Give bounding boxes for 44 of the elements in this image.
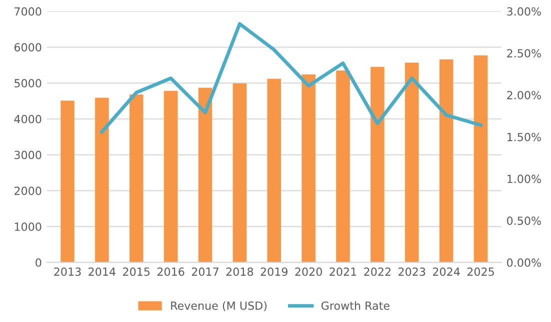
y2-tick-label: 2.50% (507, 49, 541, 58)
y2-tick-label: 3.00% (507, 7, 541, 16)
x-tick-label: 2018 (226, 267, 254, 276)
y-tick-label: 4000 (14, 114, 42, 124)
x-tick-label: 2016 (157, 267, 184, 276)
y2-tick-label: 0.50% (507, 216, 541, 225)
x-tick-label: 2022 (364, 267, 390, 276)
x-tick-label: 2025 (467, 267, 494, 276)
legend-label: Growth Rate (321, 301, 390, 310)
y-tick-label: 7000 (14, 7, 42, 16)
bar (129, 94, 144, 262)
y-tick-label: 2000 (14, 186, 42, 196)
bar (302, 74, 316, 262)
y2-tick-label: 1.00% (507, 174, 541, 184)
bar (404, 62, 419, 262)
y-tick-label: 3000 (14, 150, 42, 160)
x-tick-label: 2014 (88, 267, 116, 276)
bar (60, 100, 74, 262)
bar (164, 90, 178, 262)
y2-tick-label: 1.50% (507, 132, 541, 142)
x-tick-label: 2020 (295, 267, 322, 276)
x-tick-label: 2023 (398, 267, 426, 276)
x-tick-label: 2019 (260, 267, 288, 276)
bar (474, 55, 488, 262)
bar (370, 66, 384, 262)
legend-label: Revenue (M USD) (171, 301, 267, 312)
bar (232, 83, 247, 262)
y2-tick-label: 2.00% (507, 90, 541, 100)
x-tick-label: 2015 (123, 267, 150, 276)
bar (336, 70, 350, 262)
x-tick-label: 2017 (192, 267, 218, 276)
x-tick-label: 2024 (432, 267, 460, 276)
bar (198, 88, 212, 262)
bar (267, 78, 282, 262)
x-tick-label: 2013 (54, 267, 81, 276)
y-tick-label: 0 (36, 258, 42, 267)
y-tick-label: 6000 (14, 43, 42, 52)
bar (439, 59, 454, 262)
y-tick-label: 5000 (14, 79, 42, 88)
y2-tick-label: 0.00% (507, 258, 541, 267)
bar (95, 98, 109, 262)
y-tick-label: 1000 (14, 222, 42, 231)
line-series (100, 22, 482, 134)
x-tick-label: 2021 (330, 267, 356, 276)
